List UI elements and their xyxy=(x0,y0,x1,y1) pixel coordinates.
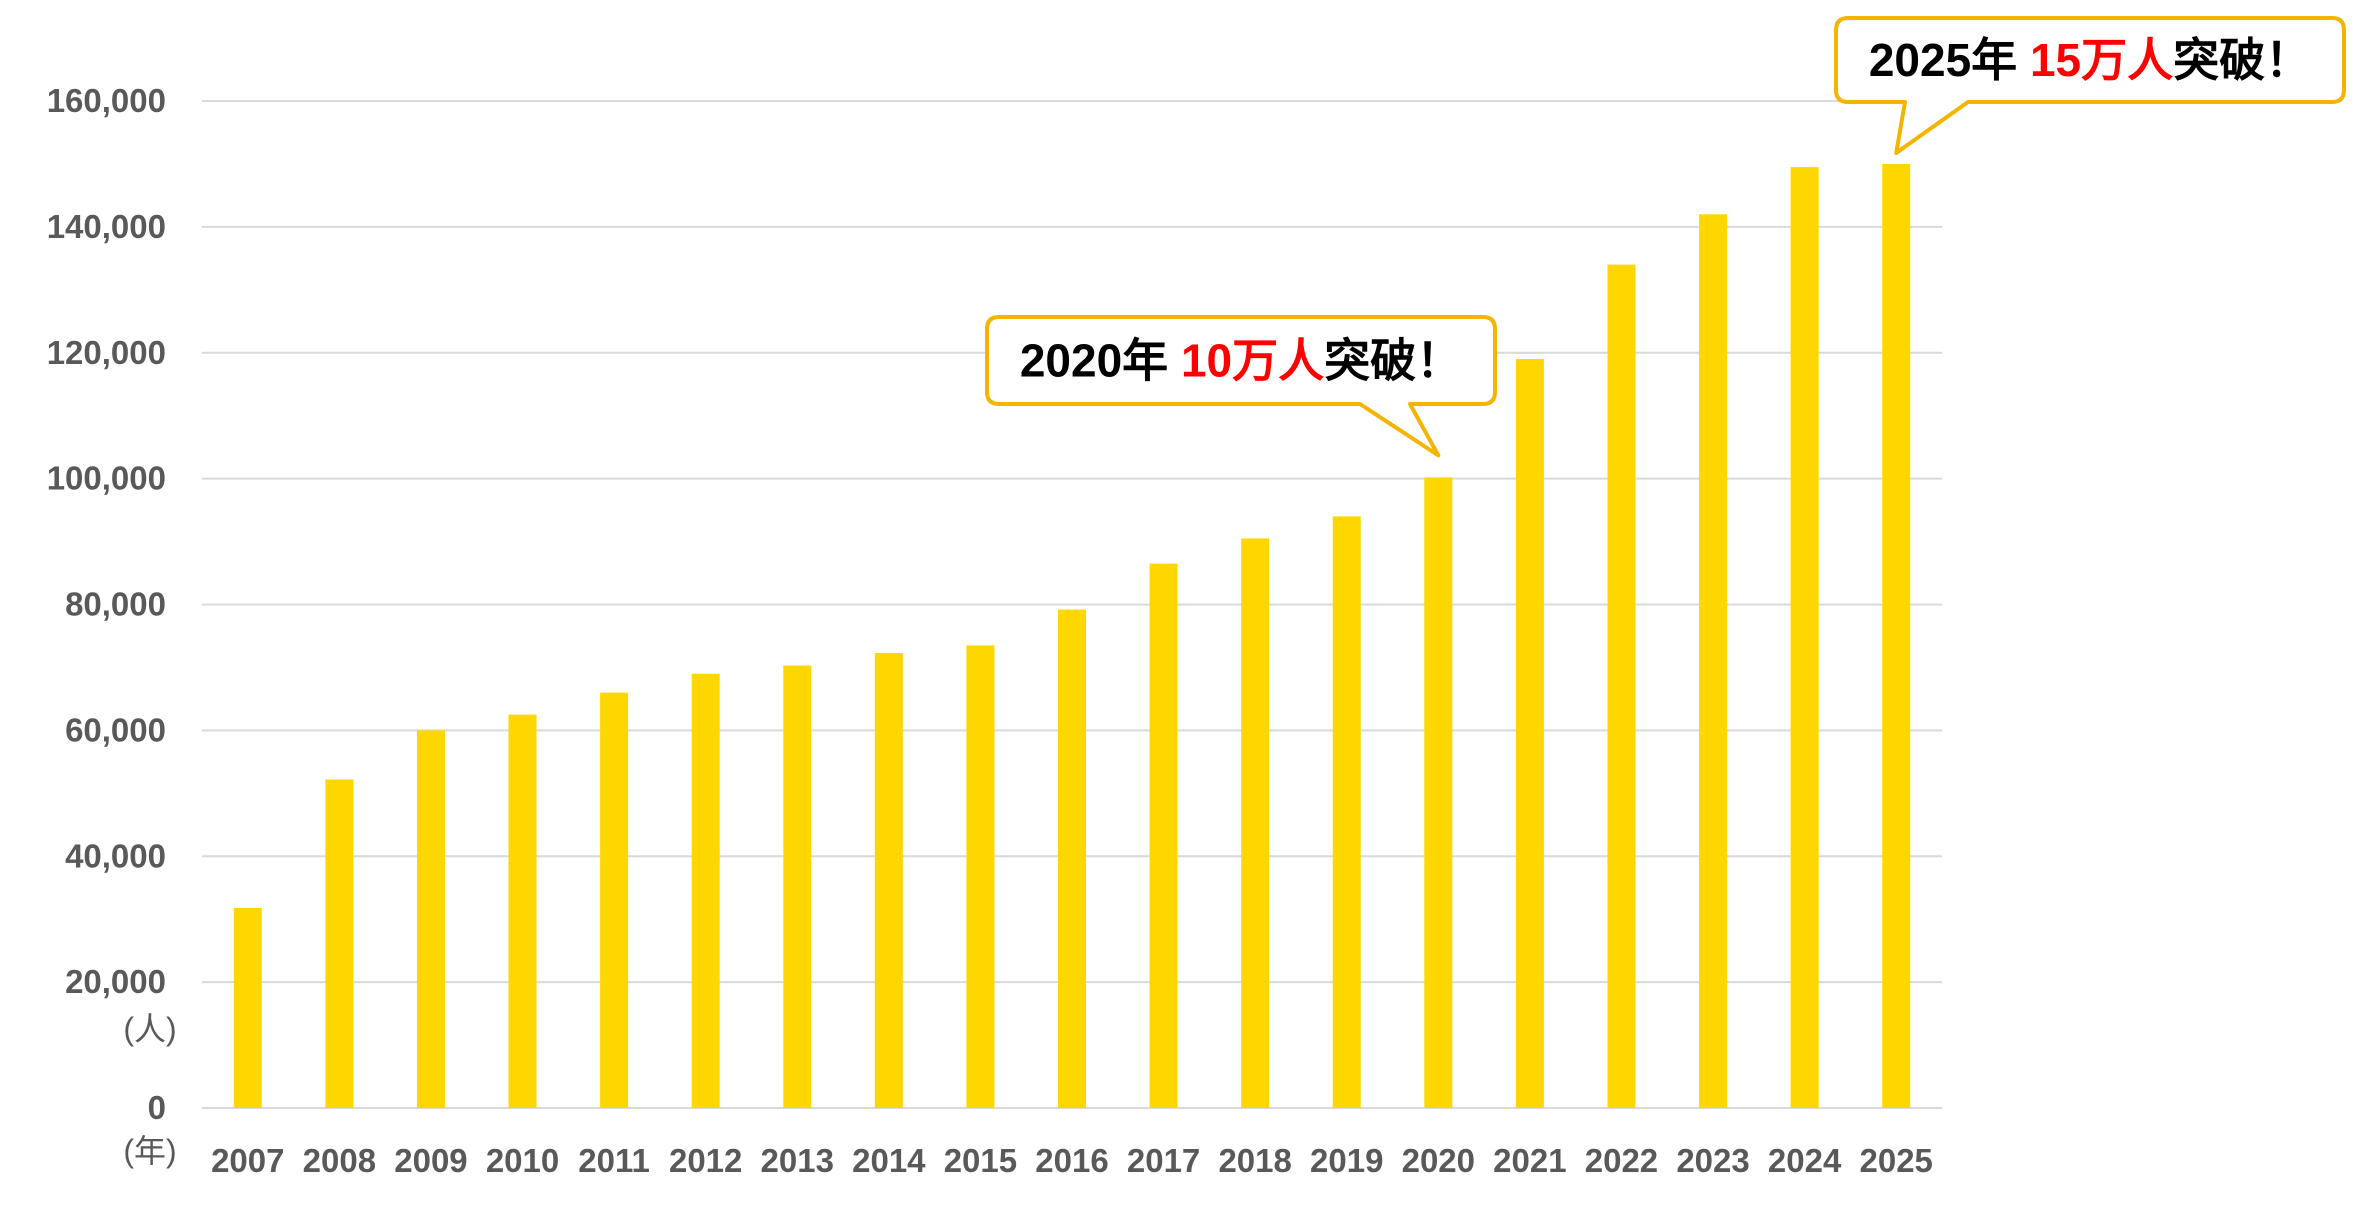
x-tick-label: 2018 xyxy=(1218,1142,1291,1179)
x-tick-label: 2011 xyxy=(578,1142,650,1179)
callout-text: 2020年 10万人突破！ xyxy=(1020,335,1462,387)
y-tick-label: 40,000 xyxy=(65,837,166,874)
x-tick-label: 2020 xyxy=(1402,1142,1475,1179)
y-tick-label: 20,000 xyxy=(65,963,166,1000)
y-tick-label: 140,000 xyxy=(47,208,166,245)
bar-2012 xyxy=(691,673,720,1108)
x-tick-label: 2010 xyxy=(486,1142,559,1179)
callout-text-part: 突破！ xyxy=(2173,34,2311,86)
grid-lines xyxy=(202,100,1942,1109)
y-axis-ticks: 0 20,000 40,000 60,000 80,000 100,000 120,000 1… xyxy=(47,82,166,1126)
callouts: 2020年 10万人突破！2025年 15万人突破！ xyxy=(985,16,2346,458)
bars xyxy=(233,163,1911,1109)
x-tick-label: 2019 xyxy=(1310,1142,1383,1179)
bar-2023 xyxy=(1699,214,1728,1109)
x-tick-label: 2022 xyxy=(1585,1142,1658,1179)
bar-2019 xyxy=(1332,516,1361,1108)
bar-2011 xyxy=(600,692,629,1108)
x-tick-label: 2024 xyxy=(1768,1142,1842,1179)
bar-2015 xyxy=(966,645,995,1108)
callout-2025: 2025年 15万人突破！ xyxy=(1834,16,2346,155)
callout-text-part: 2020年 xyxy=(1020,335,1181,387)
y-axis-unit: (人) xyxy=(123,1011,176,1047)
bar-2022 xyxy=(1607,264,1636,1108)
bar-2016 xyxy=(1058,609,1086,1108)
callout-box xyxy=(985,315,1497,458)
x-tick-label: 2016 xyxy=(1035,1142,1108,1179)
x-tick-label: 2014 xyxy=(852,1142,926,1179)
callout-text-part: 15万人 xyxy=(2030,34,2173,86)
callout-text-part: 2025年 xyxy=(1869,34,2030,86)
callout-box xyxy=(1834,16,2346,155)
bar-2010 xyxy=(508,714,537,1108)
callout-text: 2025年 15万人突破！ xyxy=(1869,34,2311,86)
bar-2008 xyxy=(325,779,354,1108)
callout-2020: 2020年 10万人突破！ xyxy=(985,315,1497,458)
x-tick-label: 2007 xyxy=(211,1142,284,1179)
y-tick-label: 160,000 xyxy=(47,82,166,119)
x-tick-label: 2017 xyxy=(1127,1142,1200,1179)
y-tick-label: 0 xyxy=(148,1089,166,1126)
bar-2009 xyxy=(416,730,445,1108)
x-tick-label: 2015 xyxy=(944,1142,1017,1179)
x-tick-label: 2008 xyxy=(303,1142,376,1179)
bar-2021 xyxy=(1515,359,1544,1108)
x-axis-ticks: 2007 2008 2009 2010 2011 2012 2013 2014 2015 2016… xyxy=(211,1142,1933,1179)
bar-2025 xyxy=(1882,163,1911,1108)
y-tick-label: 80,000 xyxy=(65,586,166,623)
bar-2024 xyxy=(1790,167,1819,1109)
x-tick-label: 2012 xyxy=(669,1142,742,1179)
x-tick-label: 2021 xyxy=(1493,1142,1566,1179)
bar-2017 xyxy=(1149,563,1178,1108)
bar-2013 xyxy=(783,665,812,1108)
x-axis-unit: (年) xyxy=(123,1133,176,1169)
callout-text-part: 突破！ xyxy=(1324,335,1462,387)
axis-units: (人) (年) xyxy=(123,1011,176,1169)
bar-2014 xyxy=(874,652,903,1108)
x-tick-label: 2009 xyxy=(394,1142,467,1179)
y-tick-label: 60,000 xyxy=(65,711,166,748)
x-tick-label: 2023 xyxy=(1676,1142,1749,1179)
y-tick-label: 100,000 xyxy=(47,460,166,497)
x-tick-label: 2013 xyxy=(761,1142,834,1179)
bar-2018 xyxy=(1241,538,1270,1108)
bar-2020 xyxy=(1424,477,1453,1109)
bar-2007 xyxy=(233,907,262,1108)
callout-text-part: 10万人 xyxy=(1181,335,1324,387)
y-tick-label: 120,000 xyxy=(47,334,166,371)
x-tick-label: 2025 xyxy=(1859,1142,1932,1179)
